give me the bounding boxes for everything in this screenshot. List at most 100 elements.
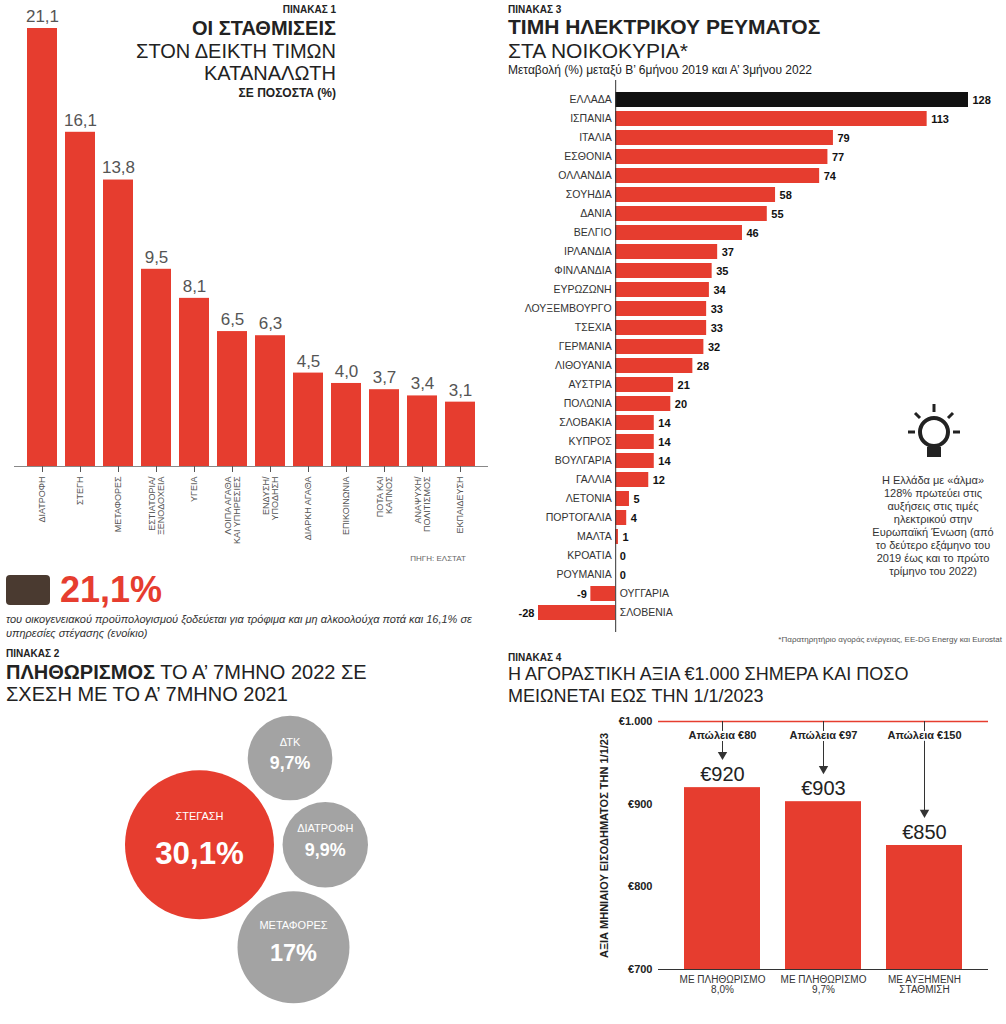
svg-text:ΔΙΑΡΚΗ ΑΓΑΘΑ: ΔΙΑΡΚΗ ΑΓΑΘΑ	[303, 477, 313, 541]
svg-text:33: 33	[711, 303, 723, 315]
svg-text:ΒΕΛΓΙΟ: ΒΕΛΓΙΟ	[574, 226, 612, 238]
svg-text:55: 55	[771, 208, 783, 220]
svg-text:ΛΟΥΞΕΜΒΟΥΡΓΟ: ΛΟΥΞΕΜΒΟΥΡΓΟ	[525, 302, 612, 314]
svg-text:8,1: 8,1	[183, 277, 207, 296]
svg-text:-28: -28	[519, 607, 535, 619]
svg-text:46: 46	[746, 227, 758, 239]
svg-text:ΓΕΡΜΑΝΙΑ: ΓΕΡΜΑΝΙΑ	[559, 340, 612, 352]
svg-text:ΣΟΥΗΔΙΑ: ΣΟΥΗΔΙΑ	[566, 188, 612, 200]
svg-text:ΟΥΓΓΑΡΙΑ: ΟΥΓΓΑΡΙΑ	[620, 587, 669, 599]
svg-text:4,0: 4,0	[335, 362, 359, 381]
svg-text:€903: €903	[801, 777, 846, 799]
svg-text:ΔΙΑΤΡΟΦΗ: ΔΙΑΤΡΟΦΗ	[297, 822, 353, 834]
svg-text:Απώλεια €97: Απώλεια €97	[790, 729, 858, 741]
svg-text:ΑΥΣΤΡΙΑ: ΑΥΣΤΡΙΑ	[569, 378, 612, 390]
svg-text:ΛΕΤΟΝΙΑ: ΛΕΤΟΝΙΑ	[566, 492, 612, 504]
svg-text:ΛΙΘΟΥΑΝΙΑ: ΛΙΘΟΥΑΝΙΑ	[555, 359, 612, 371]
svg-text:13,8: 13,8	[102, 158, 135, 177]
svg-text:ΜΑΛΤΑ: ΜΑΛΤΑ	[577, 530, 612, 542]
svg-text:ΠΟΤΑ ΚΑΙΚΑΠΝΟΣ: ΠΟΤΑ ΚΑΙΚΑΠΝΟΣ	[375, 476, 394, 517]
svg-text:14: 14	[658, 417, 671, 429]
svg-text:0: 0	[620, 569, 626, 581]
svg-text:ΜΕ ΑΥΞΗΜΕΝΗΣΤΑΘΜΙΣΗ: ΜΕ ΑΥΞΗΜΕΝΗΣΤΑΘΜΙΣΗ	[888, 974, 961, 995]
svg-text:17%: 17%	[270, 940, 317, 966]
svg-text:1: 1	[622, 531, 628, 543]
svg-text:9,7%: 9,7%	[270, 753, 311, 773]
svg-text:ΙΡΛΑΝΔΙΑ: ΙΡΛΑΝΔΙΑ	[564, 245, 612, 257]
svg-text:ΤΣΕΧΙΑ: ΤΣΕΧΙΑ	[575, 321, 612, 333]
svg-text:ΕΣΤΙΑΤΟΡΙΑ/ΞΕΝΟΔΟΧΕΙΑ: ΕΣΤΙΑΤΟΡΙΑ/ΞΕΝΟΔΟΧΕΙΑ	[147, 476, 166, 535]
svg-text:28: 28	[697, 360, 709, 372]
svg-text:ΚΡΟΑΤΙΑ: ΚΡΟΑΤΙΑ	[567, 549, 612, 561]
svg-text:ΔΑΝΙΑ: ΔΑΝΙΑ	[580, 207, 612, 219]
svg-text:0: 0	[620, 550, 626, 562]
svg-text:ΦΙΝΛΑΝΔΙΑ: ΦΙΝΛΑΝΔΙΑ	[554, 264, 611, 276]
svg-text:5: 5	[633, 493, 639, 505]
svg-text:21: 21	[678, 379, 690, 391]
svg-text:ΣΤΕΓΑΣΗ: ΣΤΕΓΑΣΗ	[175, 810, 223, 822]
svg-text:128: 128	[973, 94, 991, 106]
svg-text:ΠΟΡΤΟΓΑΛΙΑ: ΠΟΡΤΟΓΑΛΙΑ	[546, 511, 612, 523]
svg-text:3,7: 3,7	[373, 368, 397, 387]
svg-text:30,1%: 30,1%	[155, 836, 244, 871]
svg-text:ΕΝΔΥΣΗ/ΥΠΟΔΗΣΗ: ΕΝΔΥΣΗ/ΥΠΟΔΗΣΗ	[261, 476, 280, 520]
svg-text:77: 77	[832, 151, 844, 163]
svg-text:20: 20	[675, 398, 687, 410]
svg-text:58: 58	[780, 189, 792, 201]
svg-text:3,1: 3,1	[449, 381, 473, 400]
svg-text:ΓΑΛΛΙΑ: ΓΑΛΛΙΑ	[576, 473, 612, 485]
svg-text:79: 79	[837, 132, 849, 144]
svg-text:74: 74	[824, 170, 837, 182]
svg-text:ΜΕΤΑΦΟΡΕΣ: ΜΕΤΑΦΟΡΕΣ	[259, 919, 327, 931]
svg-text:6,3: 6,3	[259, 314, 283, 333]
svg-text:-9: -9	[577, 588, 587, 600]
svg-text:ΒΟΥΛΓΑΡΙΑ: ΒΟΥΛΓΑΡΙΑ	[555, 454, 612, 466]
svg-text:Απώλεια €150: Απώλεια €150	[887, 729, 961, 741]
svg-text:ΜΕ ΠΛΗΘΩΡΙΣΜΟ9,7%: ΜΕ ΠΛΗΘΩΡΙΣΜΟ9,7%	[781, 974, 867, 995]
svg-text:ΛΟΙΠΑ ΑΓΑΘΑΚΑΙ ΥΠΗΡΕΣΙΕΣ: ΛΟΙΠΑ ΑΓΑΘΑΚΑΙ ΥΠΗΡΕΣΙΕΣ	[223, 476, 242, 544]
svg-text:33: 33	[711, 322, 723, 334]
svg-text:ΕΚΠΑΙΔΕΥΣΗ: ΕΚΠΑΙΔΕΥΣΗ	[455, 477, 465, 534]
svg-text:ΣΛΟΒΕΝΙΑ: ΣΛΟΒΕΝΙΑ	[620, 606, 673, 618]
svg-text:ΟΛΛΑΝΔΙΑ: ΟΛΛΑΝΔΙΑ	[558, 169, 612, 181]
svg-text:ΠΟΛΩΝΙΑ: ΠΟΛΩΝΙΑ	[564, 397, 612, 409]
svg-text:9,9%: 9,9%	[305, 840, 346, 860]
svg-text:€900: €900	[628, 798, 652, 810]
svg-text:32: 32	[708, 341, 720, 353]
svg-text:12: 12	[653, 474, 665, 486]
svg-text:21,1: 21,1	[26, 7, 59, 26]
svg-text:ΚΥΠΡΟΣ: ΚΥΠΡΟΣ	[568, 435, 612, 447]
svg-text:37: 37	[722, 246, 734, 258]
svg-text:14: 14	[658, 436, 671, 448]
svg-text:3,4: 3,4	[411, 374, 435, 393]
svg-text:€850: €850	[902, 821, 947, 843]
svg-text:34: 34	[713, 284, 726, 296]
svg-text:ΔΤΚ: ΔΤΚ	[280, 736, 301, 748]
svg-text:ΙΣΠΑΝΙΑ: ΙΣΠΑΝΙΑ	[570, 112, 612, 124]
svg-text:ΡΟΥΜΑΝΙΑ: ΡΟΥΜΑΝΙΑ	[557, 568, 612, 580]
svg-text:ΕΥΡΩΖΩΝΗ: ΕΥΡΩΖΩΝΗ	[553, 283, 611, 295]
svg-text:€1.000: €1.000	[619, 715, 653, 727]
svg-text:35: 35	[716, 265, 728, 277]
svg-text:ΕΠΙΚΟΙΝΩΝΙΑ: ΕΠΙΚΟΙΝΩΝΙΑ	[341, 477, 351, 535]
svg-text:Απώλεια €80: Απώλεια €80	[689, 729, 757, 741]
svg-text:ΙΤΑΛΙΑ: ΙΤΑΛΙΑ	[579, 131, 612, 143]
svg-text:ΕΣΘΟΝΙΑ: ΕΣΘΟΝΙΑ	[564, 150, 611, 162]
svg-text:ΕΛΛΑΔΑ: ΕΛΛΑΔΑ	[570, 93, 612, 105]
svg-text:ΣΛΟΒΑΚΙΑ: ΣΛΟΒΑΚΙΑ	[559, 416, 611, 428]
svg-text:ΜΕ ΠΛΗΘΩΡΙΣΜΟ8,0%: ΜΕ ΠΛΗΘΩΡΙΣΜΟ8,0%	[680, 974, 766, 995]
svg-text:4,5: 4,5	[297, 352, 321, 371]
svg-text:ΑΞΙΑ ΜΗΝΙΑΙΟΥ ΕΙΣΟΔΗΜΑΤΟΣ ΤΗΝ: ΑΞΙΑ ΜΗΝΙΑΙΟΥ ΕΙΣΟΔΗΜΑΤΟΣ ΤΗΝ 1/1/23	[598, 733, 610, 958]
svg-text:€920: €920	[700, 763, 745, 785]
svg-text:ΜΕΤΑΦΟΡΕΣ: ΜΕΤΑΦΟΡΕΣ	[113, 476, 123, 532]
svg-text:4: 4	[631, 512, 638, 524]
svg-text:ΥΓΕΙΑ: ΥΓΕΙΑ	[189, 477, 199, 502]
svg-text:9,5: 9,5	[145, 248, 169, 267]
svg-text:€800: €800	[628, 880, 652, 892]
svg-text:14: 14	[658, 455, 671, 467]
svg-text:16,1: 16,1	[64, 111, 97, 130]
svg-text:ΑΝΑΨΥΧΗ/ΠΟΛΙΤΙΣΜΟΣ: ΑΝΑΨΥΧΗ/ΠΟΛΙΤΙΣΜΟΣ	[413, 476, 432, 532]
svg-text:6,5: 6,5	[221, 310, 245, 329]
svg-text:113: 113	[931, 113, 949, 125]
svg-text:ΣΤΕΓΗ: ΣΤΕΓΗ	[75, 477, 85, 506]
